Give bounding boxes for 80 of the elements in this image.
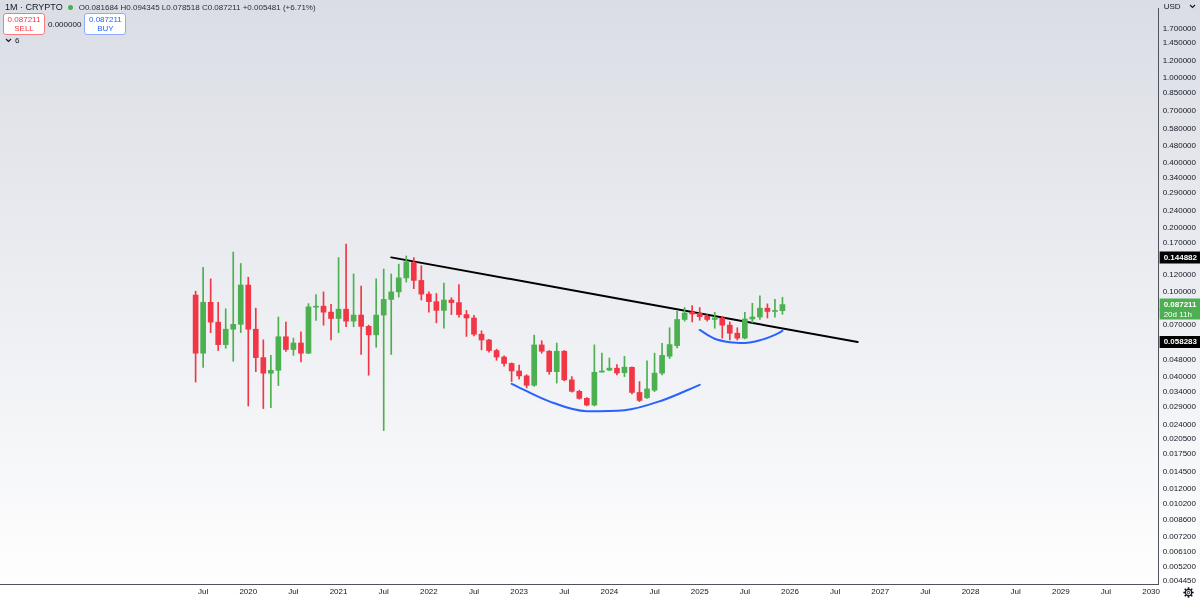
text: 0.144882 bbox=[1163, 252, 1198, 262]
annotation: 0.087211 bbox=[88, 15, 123, 24]
x-tick-label: Jul bbox=[739, 587, 751, 597]
y-tick-label: 0.040000 bbox=[1162, 372, 1197, 382]
line-series bbox=[510, 382, 701, 413]
y-tick-label: 0.290000 bbox=[1162, 188, 1197, 198]
y-tick-label: 0.400000 bbox=[1162, 158, 1197, 168]
annotation: 0.000000 bbox=[48, 19, 82, 29]
annotation: SELL bbox=[13, 24, 35, 33]
candlestick bbox=[313, 294, 319, 321]
candlestick bbox=[358, 285, 364, 355]
chart-subtitle: O0.081684 H0.094345 L0.078518 C0.087211 +0.005481 (+6.71%) bbox=[78, 2, 316, 13]
text: 0.058283 bbox=[1163, 337, 1198, 347]
y-tick-label: 0.008600 bbox=[1162, 515, 1197, 525]
annotation: 6 bbox=[15, 36, 20, 45]
y-axis-title: USD bbox=[1163, 2, 1181, 11]
x-tick-label: 2025 bbox=[690, 587, 710, 597]
x-tick-label: Jul bbox=[378, 587, 390, 597]
x-tick-label: 2021 bbox=[329, 587, 349, 597]
chart-title: 1M · CRYPTO bbox=[5, 2, 63, 13]
x-tick-label: 2030 bbox=[1142, 587, 1161, 597]
y-tick-label: 0.170000 bbox=[1162, 237, 1197, 247]
y-tick-label: 0.006100 bbox=[1162, 547, 1197, 557]
y-tick-label: 0.012000 bbox=[1162, 484, 1197, 494]
x-tick-label: 2029 bbox=[1051, 587, 1071, 597]
x-tick-label: 2022 bbox=[419, 587, 439, 597]
x-tick-label: 2023 bbox=[510, 587, 529, 597]
y-tick-label: 0.014500 bbox=[1162, 466, 1197, 476]
x-tick-label: Jul bbox=[920, 587, 931, 597]
x-tick-label: 2028 bbox=[961, 587, 980, 597]
y-tick-label: 0.120000 bbox=[1162, 270, 1197, 280]
y-tick-label: 0.700000 bbox=[1162, 106, 1197, 116]
y-tick-label: 0.100000 bbox=[1162, 287, 1197, 297]
candlestick bbox=[441, 282, 447, 329]
line-series bbox=[698, 328, 784, 344]
candlestick bbox=[343, 243, 349, 328]
y-tick-label: 0.480000 bbox=[1162, 141, 1197, 151]
y-tick-label: 0.070000 bbox=[1162, 320, 1197, 330]
y-tick-label: 1.700000 bbox=[1162, 23, 1197, 33]
y-tick-label: 0.034000 bbox=[1162, 387, 1197, 397]
y-tick-label: 1.450000 bbox=[1162, 38, 1197, 48]
candlestick bbox=[772, 299, 778, 318]
y-tick-label: 0.007200 bbox=[1162, 531, 1197, 541]
x-tick-label: Jul bbox=[830, 587, 841, 597]
y-tick-label: 1.200000 bbox=[1162, 56, 1197, 66]
y-tick-label: 1.000000 bbox=[1162, 72, 1197, 82]
y-tick-label: 0.240000 bbox=[1162, 205, 1197, 215]
y-tick-label: 0.029000 bbox=[1162, 402, 1197, 412]
x-tick-label: 2020 bbox=[239, 587, 258, 597]
candlestick bbox=[328, 303, 334, 341]
x-tick-label: Jul bbox=[649, 587, 660, 597]
text: 0.087211 bbox=[1163, 299, 1198, 309]
sell-button: 0.087211 SELL bbox=[3, 13, 45, 35]
x-tick-label: Jul bbox=[288, 587, 299, 597]
x-tick-label: 2027 bbox=[871, 587, 890, 597]
candlestick bbox=[711, 312, 718, 329]
x-tick-label: Jul bbox=[1010, 587, 1022, 597]
buy-button: 0.087211 BUY bbox=[84, 13, 127, 35]
candlestick bbox=[268, 355, 274, 408]
text: 20d 11h bbox=[1163, 309, 1192, 319]
y-tick-label: 0.017500 bbox=[1162, 449, 1197, 459]
y-tick-label: 0.340000 bbox=[1162, 173, 1197, 183]
x-tick-label: Jul bbox=[468, 587, 480, 597]
x-tick-label: 2026 bbox=[781, 587, 800, 597]
y-tick-label: 0.048000 bbox=[1162, 355, 1197, 365]
annotation: BUY bbox=[96, 24, 115, 33]
y-tick-label: 0.850000 bbox=[1162, 88, 1197, 98]
x-tick-label: Jul bbox=[559, 587, 570, 597]
annotation: 0.087211 bbox=[6, 15, 42, 24]
y-tick-label: 0.004450 bbox=[1162, 576, 1197, 586]
candlestick bbox=[644, 360, 650, 399]
y-tick-label: 0.005200 bbox=[1162, 561, 1197, 571]
y-tick-label: 0.010200 bbox=[1162, 499, 1197, 509]
y-tick-label: 0.024000 bbox=[1162, 419, 1197, 429]
x-tick-label: 2024 bbox=[600, 587, 619, 597]
x-tick-label: Jul bbox=[198, 587, 209, 597]
y-tick-label: 0.020500 bbox=[1162, 434, 1197, 444]
y-tick-label: 0.580000 bbox=[1162, 123, 1197, 133]
y-tick-label: 0.200000 bbox=[1162, 222, 1197, 232]
x-tick-label: Jul bbox=[1100, 587, 1112, 597]
